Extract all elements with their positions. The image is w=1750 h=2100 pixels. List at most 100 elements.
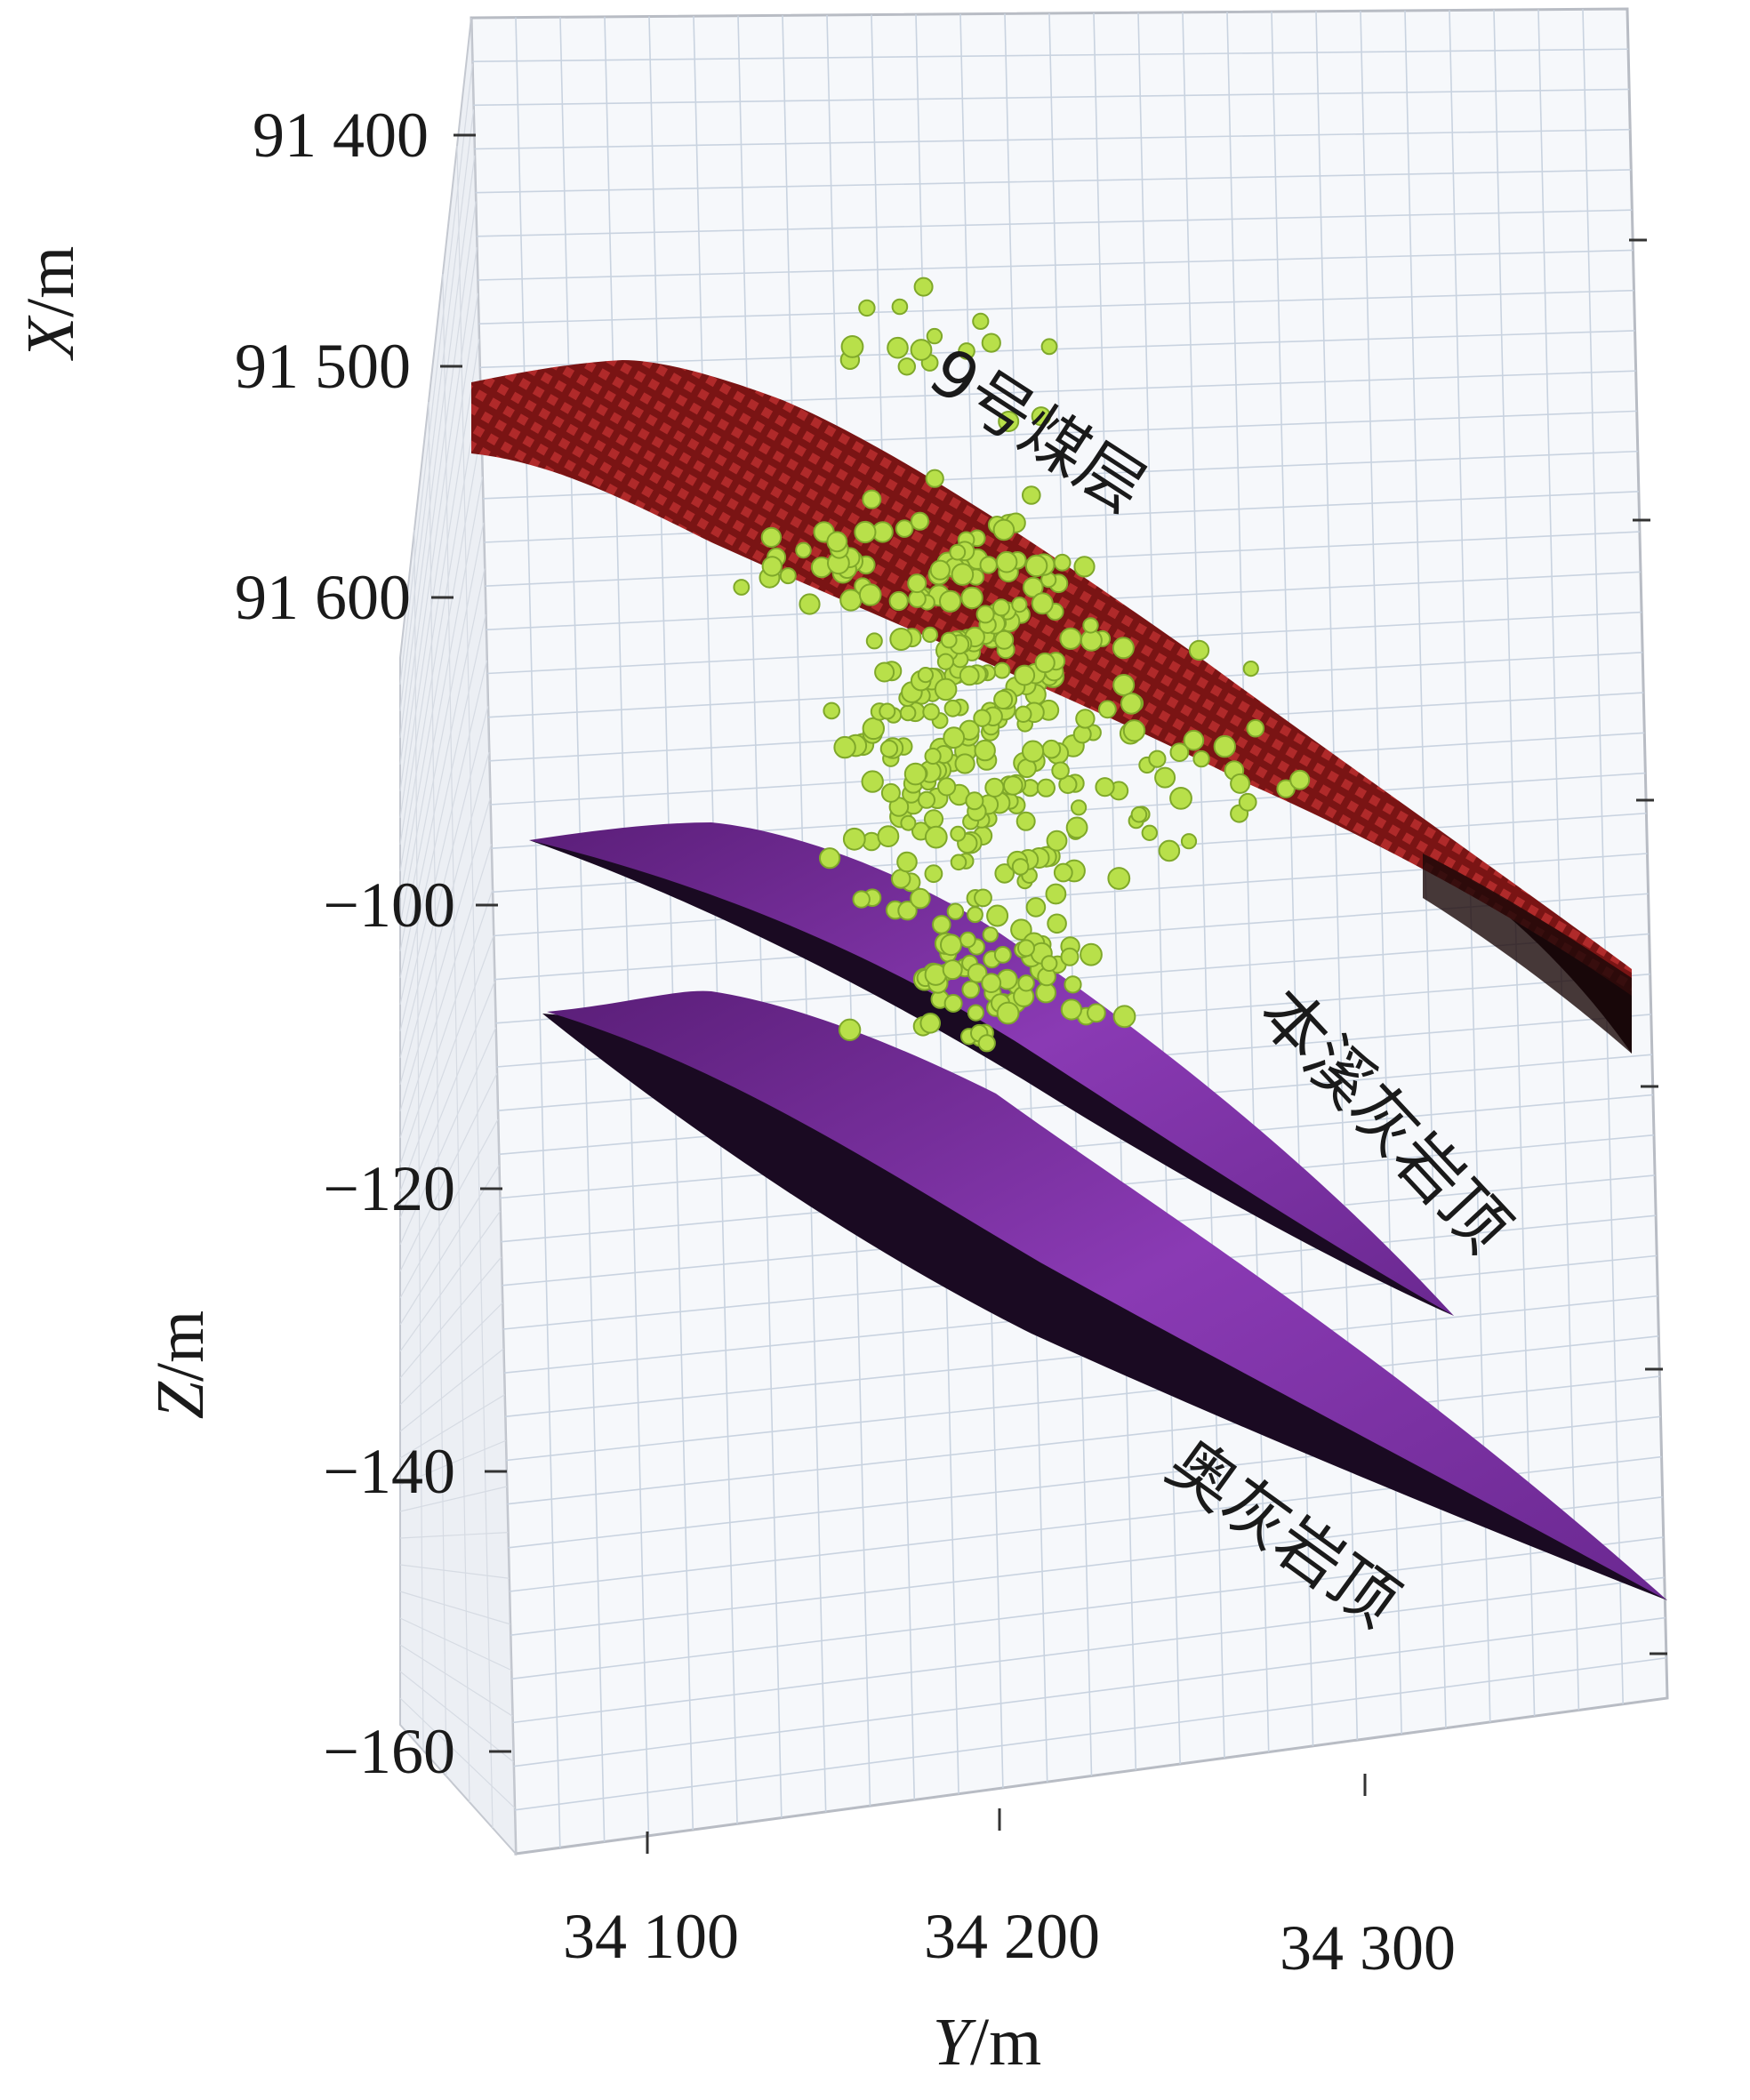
event-point bbox=[1053, 553, 1072, 572]
event-point bbox=[1024, 554, 1048, 578]
grid-line bbox=[514, 1656, 1667, 1811]
event-point bbox=[1238, 792, 1257, 812]
z-axis-title-unit: /m bbox=[143, 1310, 218, 1382]
y-axis-title-unit: /m bbox=[970, 2005, 1041, 2080]
grid-line bbox=[399, 1617, 512, 1671]
grid-line bbox=[512, 1576, 1665, 1724]
event-point bbox=[960, 586, 983, 610]
event-point bbox=[993, 946, 1012, 964]
event-point bbox=[1082, 617, 1099, 634]
event-point bbox=[1072, 725, 1092, 744]
event-point bbox=[917, 667, 935, 684]
event-point bbox=[984, 777, 1005, 798]
event-point bbox=[943, 726, 966, 749]
event-point bbox=[897, 357, 916, 376]
event-point bbox=[874, 661, 895, 683]
grid-line bbox=[399, 798, 491, 1112]
grid-line bbox=[479, 330, 1635, 369]
grid-line bbox=[399, 430, 482, 899]
event-point bbox=[840, 335, 864, 358]
grid-line bbox=[513, 1616, 1666, 1767]
grid-line bbox=[399, 1027, 497, 1246]
grid-line bbox=[442, 273, 470, 1803]
event-point bbox=[924, 864, 943, 884]
event-point bbox=[992, 518, 1015, 541]
grid-line bbox=[413, 529, 424, 1751]
x-tick-label-2: 91 500 bbox=[235, 331, 411, 402]
grid-line bbox=[474, 128, 1631, 150]
event-point bbox=[1040, 955, 1058, 972]
event-point bbox=[1065, 816, 1088, 839]
event-point bbox=[925, 469, 944, 488]
z-tick-label-2: −120 bbox=[323, 1153, 455, 1224]
event-point bbox=[924, 825, 948, 849]
event-point bbox=[973, 709, 991, 727]
event-point bbox=[918, 790, 935, 809]
grid-line bbox=[511, 1536, 1664, 1680]
event-point bbox=[1046, 830, 1068, 852]
grid-line bbox=[399, 1302, 503, 1406]
z-axis: −100 −120 −140 −160 Z/m bbox=[143, 870, 511, 1787]
event-point bbox=[1246, 718, 1265, 738]
event-point bbox=[903, 762, 927, 786]
event-point bbox=[995, 550, 1018, 573]
event-point bbox=[823, 701, 841, 720]
event-point bbox=[950, 854, 967, 871]
event-point bbox=[967, 906, 983, 924]
z-tick-label-3: −140 bbox=[323, 1436, 455, 1507]
event-point bbox=[1276, 779, 1296, 798]
grid-line bbox=[399, 293, 479, 819]
event-point bbox=[1148, 749, 1167, 768]
event-point bbox=[961, 980, 980, 999]
event-point bbox=[951, 563, 975, 586]
z-tick-label-4: −160 bbox=[323, 1716, 455, 1787]
grid-line bbox=[399, 477, 484, 926]
event-point bbox=[1169, 742, 1190, 762]
event-point bbox=[1122, 719, 1146, 742]
x-axis-title: X/m bbox=[13, 246, 88, 362]
grid-line bbox=[399, 1394, 505, 1459]
event-point bbox=[1130, 806, 1148, 823]
event-point bbox=[1154, 766, 1176, 789]
event-point bbox=[895, 519, 914, 538]
grid-line bbox=[399, 1486, 508, 1512]
event-point bbox=[1158, 839, 1181, 862]
grid-line bbox=[399, 1697, 516, 1808]
event-point bbox=[1040, 338, 1058, 356]
y-axis-title-var: Y bbox=[933, 2005, 977, 2080]
event-point bbox=[954, 753, 975, 774]
event-point bbox=[943, 994, 963, 1013]
event-point bbox=[1011, 597, 1028, 613]
event-point bbox=[833, 735, 856, 759]
event-point bbox=[1071, 799, 1088, 816]
event-point bbox=[1053, 862, 1073, 883]
left-grid-lines bbox=[399, 63, 516, 1829]
z-axis-title: Z/m bbox=[143, 1310, 218, 1420]
grid-line bbox=[399, 1165, 500, 1326]
grid-line bbox=[500, 1094, 1653, 1199]
event-point bbox=[1120, 692, 1143, 715]
event-point bbox=[1017, 974, 1035, 992]
event-point bbox=[826, 531, 848, 553]
grid-line bbox=[399, 1591, 510, 1625]
event-point bbox=[897, 900, 918, 921]
event-point bbox=[1060, 998, 1083, 1021]
event-point bbox=[896, 851, 918, 873]
event-point bbox=[879, 702, 896, 720]
event-point bbox=[891, 869, 911, 889]
event-point bbox=[907, 573, 927, 594]
event-point bbox=[1141, 824, 1159, 841]
event-point bbox=[1060, 947, 1080, 966]
event-point bbox=[1098, 700, 1117, 719]
event-point bbox=[1213, 734, 1237, 758]
grid-line bbox=[399, 63, 473, 685]
grid-line bbox=[399, 935, 494, 1192]
event-point bbox=[932, 915, 951, 934]
surface-benxi-limestone bbox=[529, 822, 1454, 1316]
event-point bbox=[1107, 867, 1131, 890]
grid-line bbox=[399, 660, 488, 1032]
event-point bbox=[1183, 729, 1205, 751]
event-point bbox=[926, 327, 943, 345]
event-point bbox=[877, 825, 900, 847]
x-axis-title-unit: /m bbox=[13, 246, 88, 317]
